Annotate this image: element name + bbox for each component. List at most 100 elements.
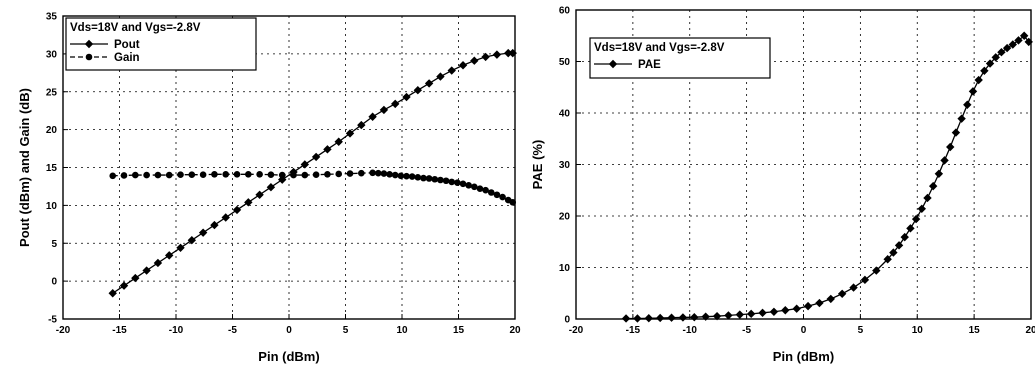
data-point-gain	[487, 189, 495, 196]
data-point-pae	[746, 309, 756, 319]
data-point-pae	[849, 283, 858, 292]
data-point-gain	[154, 171, 162, 179]
data-point-gain	[403, 172, 410, 180]
data-point-pae	[974, 75, 983, 85]
y-tick-label: 40	[559, 109, 571, 120]
data-point-pae	[712, 311, 722, 321]
data-point-gain	[132, 171, 139, 179]
data-point-pout	[153, 258, 163, 268]
data-point-gain	[369, 169, 376, 177]
y-tick-label: 20	[46, 125, 58, 136]
x-tick-label: -5	[742, 325, 751, 336]
data-point-pout	[345, 129, 355, 138]
data-point-pae	[724, 311, 733, 320]
data-point-gain	[493, 191, 501, 199]
data-point-pout	[424, 79, 434, 88]
data-point-pout	[165, 251, 174, 260]
data-point-gain	[420, 174, 427, 182]
data-point-pout	[300, 160, 310, 169]
data-point-pae	[911, 214, 921, 224]
x-tick-label: 10	[396, 325, 408, 336]
data-point-pout	[379, 105, 389, 115]
data-point-gain	[386, 171, 393, 178]
data-point-gain	[278, 171, 286, 179]
data-point-pae	[963, 100, 972, 109]
data-point-pout	[198, 228, 208, 237]
data-point-gain	[454, 179, 461, 186]
data-point-pae	[923, 193, 932, 203]
x-tick-label: 20	[1025, 325, 1035, 336]
data-point-gain	[358, 169, 365, 177]
data-point-pout	[311, 152, 321, 162]
data-point-gain	[465, 182, 472, 189]
data-point-gain	[143, 171, 150, 179]
data-point-pae	[815, 298, 824, 308]
x-tick-label: 15	[453, 325, 465, 336]
data-point-pout	[508, 48, 517, 58]
legend-marker-pout	[84, 39, 94, 49]
data-point-pout	[357, 120, 366, 130]
legend-marker-pae	[608, 59, 618, 69]
data-point-pae	[1024, 37, 1033, 47]
legend-heading: Vds=18V and Vgs=-2.8V	[70, 22, 201, 34]
data-point-pout	[119, 281, 129, 290]
x-axis-label: Pin (dBm)	[773, 349, 834, 364]
x-tick-label: -15	[626, 325, 641, 336]
data-point-pout	[481, 52, 490, 62]
data-point-pae	[934, 169, 944, 178]
chart-1: -20 -15 -10 -5 0 5 10 15 20 -5 0 5 10 15 20 25 30 35 Pin (…	[17, 12, 521, 365]
data-point-pout	[447, 66, 456, 75]
y-axis-label: PAE (%)	[530, 140, 545, 190]
x-tick-label: 20	[509, 325, 521, 336]
x-tick-label: -10	[683, 325, 698, 336]
data-point-gain	[414, 174, 422, 181]
data-point-pout	[255, 190, 264, 199]
y-tick-label: 20	[559, 212, 571, 223]
data-point-pae	[667, 313, 676, 322]
data-point-pout	[436, 72, 445, 81]
data-point-pae	[678, 313, 688, 322]
data-point-gain	[245, 171, 252, 178]
data-point-gain	[335, 170, 343, 178]
x-tick-label: -10	[169, 325, 184, 336]
data-point-pae	[621, 314, 631, 323]
data-point-pout	[368, 112, 377, 121]
data-point-gain	[499, 193, 506, 201]
legend-label-pout: Pout	[114, 39, 140, 51]
data-point-pout	[187, 236, 197, 245]
data-point-gain	[177, 171, 184, 178]
y-tick-label: 0	[51, 277, 57, 288]
data-point-gain	[211, 171, 218, 178]
x-tick-label: -20	[56, 325, 71, 336]
series-line-pout	[112, 52, 513, 294]
data-point-pae	[991, 53, 1000, 62]
x-tick-label: 5	[858, 325, 864, 336]
data-point-gain	[109, 172, 117, 180]
data-point-pae	[906, 224, 915, 233]
data-point-gain	[437, 176, 444, 184]
data-point-pae	[928, 181, 938, 191]
data-point-gain	[380, 170, 388, 177]
data-point-gain	[312, 171, 320, 178]
data-point-pae	[701, 312, 710, 321]
data-point-gain	[267, 171, 275, 178]
data-point-pout	[232, 205, 242, 215]
series-pout	[108, 48, 517, 298]
data-point-gain	[391, 171, 399, 179]
data-point-gain	[165, 171, 173, 179]
y-tick-label: 0	[564, 315, 570, 326]
data-point-pout	[108, 289, 117, 298]
data-point-gain	[459, 180, 467, 188]
data-point-pae	[940, 156, 949, 165]
data-point-pout	[131, 273, 140, 283]
data-point-gain	[199, 171, 207, 178]
data-point-gain	[222, 171, 230, 178]
data-point-pae	[951, 128, 961, 137]
legend: Vds=18V and Vgs=-2.8V PAE	[589, 37, 771, 79]
legend-label-pae: PAE	[638, 59, 661, 71]
data-point-pae	[980, 66, 989, 75]
data-point-gain	[431, 175, 439, 183]
